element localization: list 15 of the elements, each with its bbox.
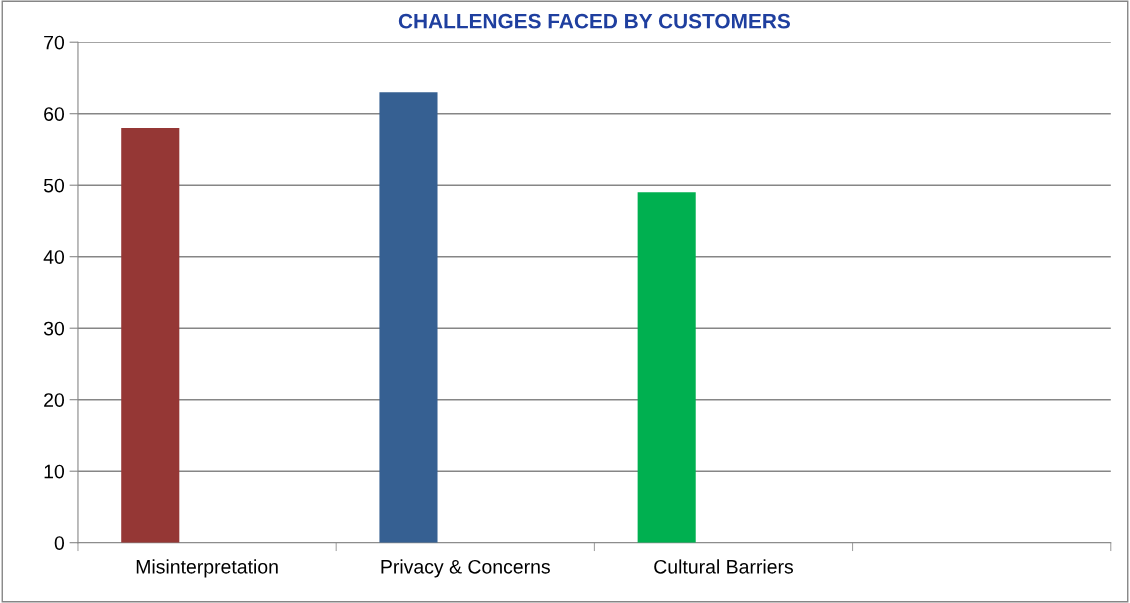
y-tick-label: 0 [54, 536, 65, 550]
bar [379, 92, 438, 543]
x-tick-label: Misinterpretation [136, 559, 278, 578]
x-tick-label: Cultural Barriers [654, 559, 794, 574]
chart-title: CHALLENGES FACED BY CUSTOMERS [398, 13, 790, 29]
y-tick-label: 10 [44, 464, 65, 479]
bar [121, 128, 180, 543]
y-tick-label: 40 [43, 250, 65, 264]
y-tick-label: 50 [43, 178, 65, 193]
y-tick-label: 30 [43, 321, 65, 336]
y-tick-label: 70 [44, 35, 65, 50]
x-tick-label: Privacy & Concerns [381, 559, 550, 578]
bar [637, 192, 696, 543]
y-tick-label: 60 [44, 107, 65, 121]
y-tick-label: 20 [44, 393, 65, 407]
